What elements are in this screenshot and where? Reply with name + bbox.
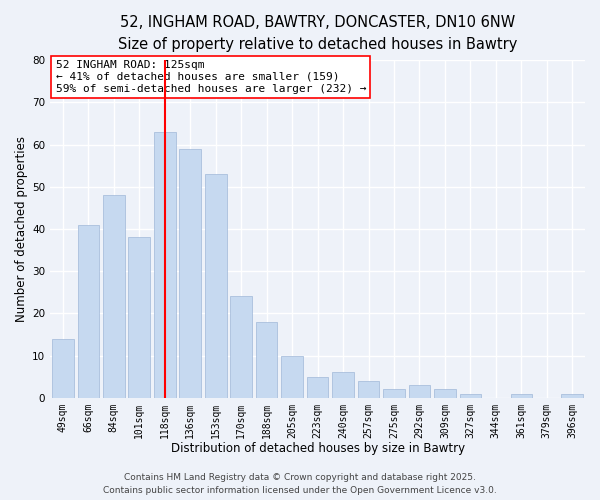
X-axis label: Distribution of detached houses by size in Bawtry: Distribution of detached houses by size …: [170, 442, 464, 455]
Bar: [358, 381, 379, 398]
Bar: [383, 390, 405, 398]
Bar: [179, 149, 201, 398]
Bar: [52, 338, 74, 398]
Bar: [103, 196, 125, 398]
Bar: [460, 394, 481, 398]
Bar: [230, 296, 252, 398]
Bar: [154, 132, 176, 398]
Bar: [77, 225, 99, 398]
Bar: [332, 372, 354, 398]
Bar: [205, 174, 227, 398]
Bar: [256, 322, 277, 398]
Bar: [281, 356, 303, 398]
Y-axis label: Number of detached properties: Number of detached properties: [15, 136, 28, 322]
Bar: [409, 385, 430, 398]
Text: Contains HM Land Registry data © Crown copyright and database right 2025.
Contai: Contains HM Land Registry data © Crown c…: [103, 474, 497, 495]
Title: 52, INGHAM ROAD, BAWTRY, DONCASTER, DN10 6NW
Size of property relative to detach: 52, INGHAM ROAD, BAWTRY, DONCASTER, DN10…: [118, 15, 517, 52]
Bar: [307, 376, 328, 398]
Text: 52 INGHAM ROAD: 125sqm
← 41% of detached houses are smaller (159)
59% of semi-de: 52 INGHAM ROAD: 125sqm ← 41% of detached…: [56, 60, 366, 94]
Bar: [434, 390, 456, 398]
Bar: [511, 394, 532, 398]
Bar: [128, 238, 150, 398]
Bar: [562, 394, 583, 398]
